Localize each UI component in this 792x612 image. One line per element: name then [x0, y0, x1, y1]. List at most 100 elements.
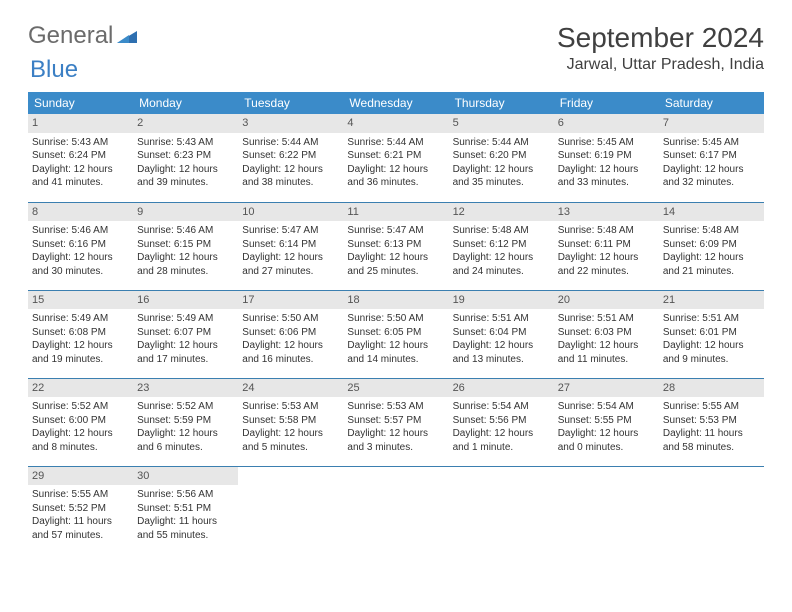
sunset-line: Sunset: 6:20 PM — [453, 149, 550, 163]
day-number: 1 — [28, 114, 133, 133]
logo-text-general: General — [28, 22, 113, 50]
daylight-line: Daylight: 12 hours and 32 minutes. — [663, 163, 760, 190]
sunrise-line: Sunrise: 5:55 AM — [663, 400, 760, 414]
daylight-line: Daylight: 12 hours and 17 minutes. — [137, 339, 234, 366]
calendar-cell: 30Sunrise: 5:56 AMSunset: 5:51 PMDayligh… — [133, 466, 238, 554]
calendar-cell: 25 Sunrise: 5:53 AMSunset: 5:57 PMDayligh… — [343, 378, 448, 466]
sunrise-line: Sunrise: 5:47 AM — [242, 224, 339, 238]
calendar-cell: 17Sunrise: 5:50 AMSunset: 6:06 PMDayligh… — [238, 290, 343, 378]
day-number: 15 — [28, 291, 133, 310]
day-number: 18 — [343, 291, 448, 310]
day-number: 11 — [343, 203, 448, 222]
sunset-line: Sunset: 5:55 PM — [558, 414, 655, 428]
daylight-line: Daylight: 11 hours and 58 minutes. — [663, 427, 760, 454]
day-number: 12 — [449, 203, 554, 222]
daylight-line: Daylight: 12 hours and 21 minutes. — [663, 251, 760, 278]
sunrise-line: Sunrise: 5:56 AM — [137, 488, 234, 502]
calendar-cell — [449, 466, 554, 554]
weekday-header-row: Sunday Monday Tuesday Wednesday Thursday… — [28, 92, 764, 114]
col-thursday: Thursday — [449, 92, 554, 114]
daylight-line: Daylight: 12 hours and 14 minutes. — [347, 339, 444, 366]
sunrise-line: Sunrise: 5:49 AM — [32, 312, 129, 326]
calendar-cell: 18Sunrise: 5:50 AMSunset: 6:05 PMDayligh… — [343, 290, 448, 378]
sunset-line: Sunset: 6:01 PM — [663, 326, 760, 340]
day-number: 24 — [238, 379, 343, 398]
daylight-line: Daylight: 12 hours and 1 minute. — [453, 427, 550, 454]
col-wednesday: Wednesday — [343, 92, 448, 114]
logo-triangle-icon — [117, 29, 137, 43]
sunrise-line: Sunrise: 5:53 AM — [347, 400, 444, 414]
sunset-line: Sunset: 6:22 PM — [242, 149, 339, 163]
sunset-line: Sunset: 5:58 PM — [242, 414, 339, 428]
col-friday: Friday — [554, 92, 659, 114]
day-number: 16 — [133, 291, 238, 310]
daylight-line: Daylight: 12 hours and 5 minutes. — [242, 427, 339, 454]
day-number: 10 — [238, 203, 343, 222]
daylight-line: Daylight: 12 hours and 3 minutes. — [347, 427, 444, 454]
sunrise-line: Sunrise: 5:44 AM — [347, 136, 444, 150]
day-number: 4 — [343, 114, 448, 133]
sunrise-line: Sunrise: 5:49 AM — [137, 312, 234, 326]
calendar-row: 29Sunrise: 5:55 AMSunset: 5:52 PMDayligh… — [28, 466, 764, 554]
col-tuesday: Tuesday — [238, 92, 343, 114]
calendar-cell — [554, 466, 659, 554]
daylight-line: Daylight: 12 hours and 0 minutes. — [558, 427, 655, 454]
calendar-cell: 2Sunrise: 5:43 AMSunset: 6:23 PMDaylight… — [133, 114, 238, 202]
daylight-line: Daylight: 12 hours and 11 minutes. — [558, 339, 655, 366]
sunset-line: Sunset: 6:23 PM — [137, 149, 234, 163]
calendar-cell — [659, 466, 764, 554]
col-monday: Monday — [133, 92, 238, 114]
daylight-line: Daylight: 12 hours and 24 minutes. — [453, 251, 550, 278]
calendar-cell: 23Sunrise: 5:52 AMSunset: 5:59 PMDayligh… — [133, 378, 238, 466]
sunset-line: Sunset: 6:03 PM — [558, 326, 655, 340]
daylight-line: Daylight: 12 hours and 25 minutes. — [347, 251, 444, 278]
day-number: 6 — [554, 114, 659, 133]
sunset-line: Sunset: 5:52 PM — [32, 502, 129, 516]
daylight-line: Daylight: 11 hours and 55 minutes. — [137, 515, 234, 542]
sunset-line: Sunset: 5:53 PM — [663, 414, 760, 428]
sunrise-line: Sunrise: 5:48 AM — [558, 224, 655, 238]
day-number: 13 — [554, 203, 659, 222]
calendar-cell: 1Sunrise: 5:43 AMSunset: 6:24 PMDaylight… — [28, 114, 133, 202]
sunrise-line: Sunrise: 5:44 AM — [242, 136, 339, 150]
daylight-line: Daylight: 12 hours and 27 minutes. — [242, 251, 339, 278]
sunset-line: Sunset: 5:51 PM — [137, 502, 234, 516]
sunrise-line: Sunrise: 5:47 AM — [347, 224, 444, 238]
day-number: 26 — [449, 379, 554, 398]
sunset-line: Sunset: 6:14 PM — [242, 238, 339, 252]
daylight-line: Daylight: 12 hours and 35 minutes. — [453, 163, 550, 190]
daylight-line: Daylight: 12 hours and 19 minutes. — [32, 339, 129, 366]
calendar-cell: 22Sunrise: 5:52 AMSunset: 6:00 PMDayligh… — [28, 378, 133, 466]
sunset-line: Sunset: 6:04 PM — [453, 326, 550, 340]
sunset-line: Sunset: 6:17 PM — [663, 149, 760, 163]
day-number: 25 — [343, 379, 448, 398]
sunrise-line: Sunrise: 5:52 AM — [137, 400, 234, 414]
calendar-cell: 24Sunrise: 5:53 AMSunset: 5:58 PMDayligh… — [238, 378, 343, 466]
calendar-cell: 16Sunrise: 5:49 AMSunset: 6:07 PMDayligh… — [133, 290, 238, 378]
sunrise-line: Sunrise: 5:54 AM — [558, 400, 655, 414]
day-number: 28 — [659, 379, 764, 398]
calendar-cell: 3Sunrise: 5:44 AMSunset: 6:22 PMDaylight… — [238, 114, 343, 202]
sunset-line: Sunset: 6:09 PM — [663, 238, 760, 252]
sunset-line: Sunset: 5:57 PM — [347, 414, 444, 428]
sunrise-line: Sunrise: 5:50 AM — [242, 312, 339, 326]
calendar-table: Sunday Monday Tuesday Wednesday Thursday… — [28, 92, 764, 554]
calendar-cell: 9Sunrise: 5:46 AMSunset: 6:15 PMDaylight… — [133, 202, 238, 290]
daylight-line: Daylight: 11 hours and 57 minutes. — [32, 515, 129, 542]
daylight-line: Daylight: 12 hours and 6 minutes. — [137, 427, 234, 454]
sunset-line: Sunset: 6:00 PM — [32, 414, 129, 428]
sunset-line: Sunset: 6:24 PM — [32, 149, 129, 163]
daylight-line: Daylight: 12 hours and 22 minutes. — [558, 251, 655, 278]
sunrise-line: Sunrise: 5:52 AM — [32, 400, 129, 414]
calendar-cell: 29Sunrise: 5:55 AMSunset: 5:52 PMDayligh… — [28, 466, 133, 554]
calendar-row: 15Sunrise: 5:49 AMSunset: 6:08 PMDayligh… — [28, 290, 764, 378]
sunrise-line: Sunrise: 5:45 AM — [558, 136, 655, 150]
sunrise-line: Sunrise: 5:50 AM — [347, 312, 444, 326]
daylight-line: Daylight: 12 hours and 33 minutes. — [558, 163, 655, 190]
month-title: September 2024 — [557, 22, 764, 54]
sunset-line: Sunset: 6:16 PM — [32, 238, 129, 252]
calendar-cell: 21Sunrise: 5:51 AMSunset: 6:01 PMDayligh… — [659, 290, 764, 378]
location-label: Jarwal, Uttar Pradesh, India — [557, 56, 764, 74]
logo: General — [28, 22, 139, 50]
calendar-cell: 15Sunrise: 5:49 AMSunset: 6:08 PMDayligh… — [28, 290, 133, 378]
